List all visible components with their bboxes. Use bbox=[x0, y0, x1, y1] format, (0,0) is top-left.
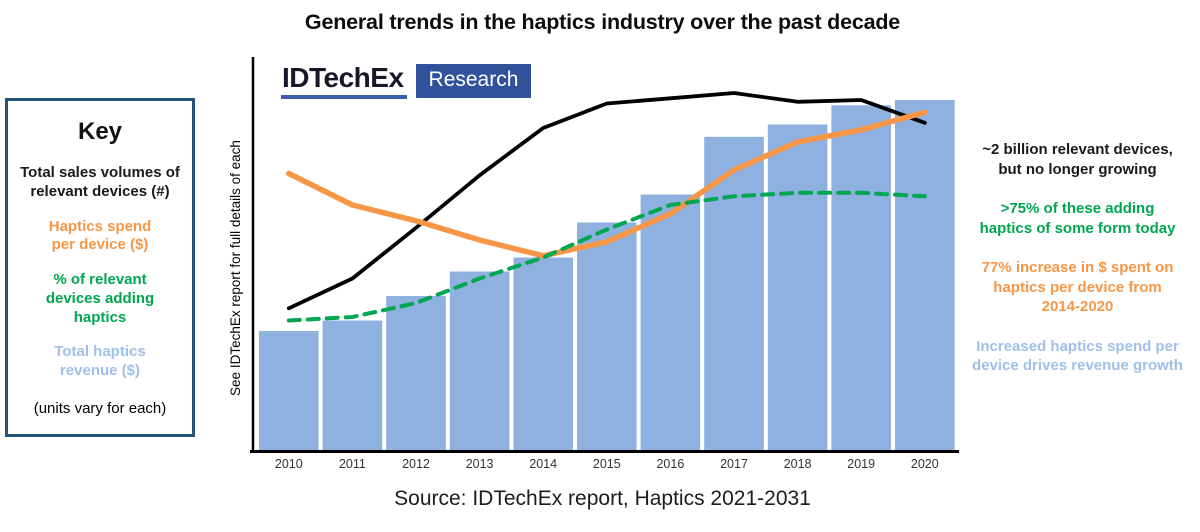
idtechex-logo: IDTechEx Research bbox=[281, 62, 532, 99]
bar-2015 bbox=[577, 222, 637, 450]
bar-2010 bbox=[259, 331, 319, 450]
x-tick-2018: 2018 bbox=[784, 457, 812, 471]
x-tick-2015: 2015 bbox=[593, 457, 621, 471]
key-item-total-revenue: Total haptics revenue ($) bbox=[54, 343, 146, 379]
bar-2019 bbox=[831, 105, 891, 451]
x-tick-2020: 2020 bbox=[911, 457, 939, 471]
haptics-chart-svg: 2010 2011 2012 2013 2014 2015 2016 2017 2018 2019… bbox=[250, 57, 959, 471]
bars-group bbox=[259, 100, 955, 451]
bar-2020 bbox=[895, 100, 955, 450]
bar-2014 bbox=[513, 257, 573, 450]
key-heading: Key bbox=[77, 118, 123, 145]
idtechex-logo-brand: IDTechEx bbox=[281, 62, 407, 99]
key-units-note: (units vary for each) bbox=[33, 399, 167, 417]
x-tick-2019: 2019 bbox=[847, 457, 875, 471]
chart-area: 2010 2011 2012 2013 2014 2015 2016 2017 2018 2019… bbox=[250, 50, 962, 482]
x-tick-2017: 2017 bbox=[720, 457, 748, 471]
line-total-sales-volumes-of-relevant-devices bbox=[286, 91, 927, 311]
lines-group bbox=[286, 91, 928, 323]
bar-2016 bbox=[640, 194, 701, 450]
annotation-revenue-growth: Increased haptics spend per device drive… bbox=[972, 337, 1183, 375]
bar-2011 bbox=[322, 320, 383, 450]
x-tick-2011: 2011 bbox=[339, 457, 366, 471]
x-tick-2014: 2014 bbox=[529, 457, 557, 471]
legend-key-box: Key Total sales volumes of relevant devi… bbox=[5, 98, 195, 437]
bar-2018 bbox=[767, 124, 828, 450]
annotation-spend-increase: 77% increase in $ spent on haptics per d… bbox=[981, 259, 1174, 315]
annotations-column: ~2 billion relevant devices, but no long… bbox=[955, 140, 1200, 376]
x-tick-2016: 2016 bbox=[656, 457, 684, 471]
y-axis-note: See IDTechEx report for full details of … bbox=[228, 140, 243, 396]
line-of-relevant-devices-adding-haptics bbox=[286, 190, 927, 323]
key-item-percent-adding: % of relevant devices adding haptics bbox=[45, 271, 155, 326]
bar-2012 bbox=[386, 296, 446, 450]
idtechex-logo-research-badge: Research bbox=[415, 63, 532, 98]
key-item-total-sales: Total sales volumes of relevant devices … bbox=[20, 164, 180, 200]
x-tick-labels: 2010 2011 2012 2013 2014 2015 2016 2017 2018 2019… bbox=[275, 457, 939, 471]
x-tick-2012: 2012 bbox=[402, 457, 430, 471]
annotation-devices: ~2 billion relevant devices, but no long… bbox=[982, 141, 1173, 178]
annotation-adding-haptics: >75% of these adding haptics of some for… bbox=[979, 200, 1176, 237]
line-haptics-spend-per-device bbox=[286, 109, 928, 259]
page-title: General trends in the haptics industry o… bbox=[304, 10, 901, 34]
x-tick-2013: 2013 bbox=[466, 457, 494, 471]
x-tick-2010: 2010 bbox=[275, 457, 303, 471]
bar-2017 bbox=[704, 136, 764, 451]
bar-2013 bbox=[449, 271, 510, 450]
source-caption: Source: IDTechEx report, Haptics 2021-20… bbox=[394, 487, 811, 510]
key-item-haptics-spend: Haptics spend per device ($) bbox=[48, 217, 152, 254]
